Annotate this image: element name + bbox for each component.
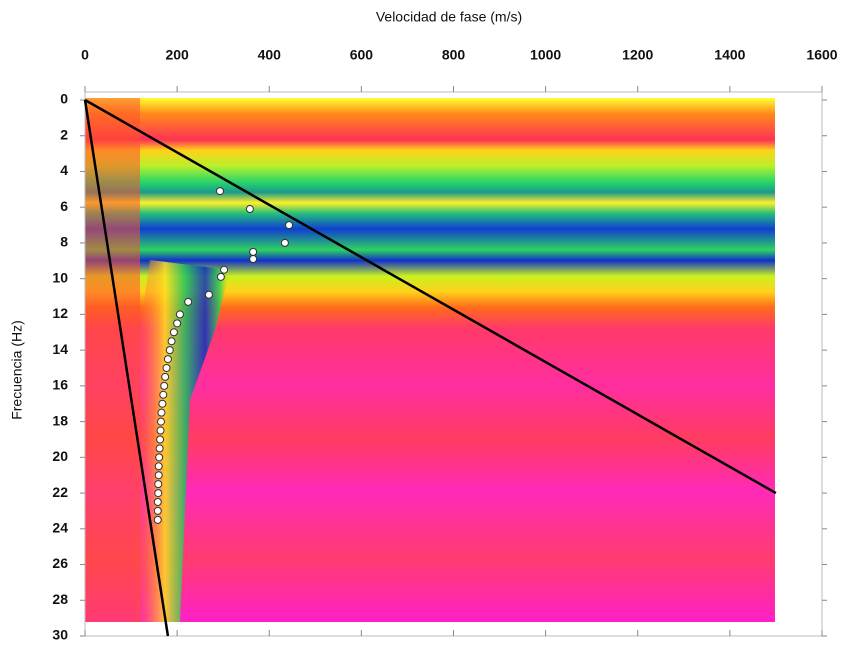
x-tick-label: 0 [81,47,89,63]
scatter-point [175,310,184,319]
x-tick-label: 1200 [622,47,653,63]
scatter-point [184,297,193,306]
scatter-point [154,489,163,498]
x-tick-label: 1000 [530,47,561,63]
scatter-point [156,426,165,435]
scatter-point [157,408,166,417]
scatter-point [249,247,258,256]
scatter-point [215,187,224,196]
y-tick-label: 18 [52,412,68,428]
scatter-point [157,417,166,426]
scatter-point [285,221,294,230]
scatter-point [154,462,163,471]
scatter-point [153,506,162,515]
scatter-point [204,290,213,299]
y-tick-label: 6 [60,198,68,214]
y-tick-label: 14 [52,341,68,357]
scatter-point [163,355,172,364]
heatmap-ridge [130,260,230,622]
x-tick-label: 800 [442,47,466,63]
scatter-point [245,204,254,213]
scatter-point [162,364,171,372]
y-tick-label: 20 [52,448,68,464]
scatter-point [160,381,169,390]
y-tick-label: 26 [52,555,68,571]
scatter-point [167,337,176,346]
scatter-point [220,265,229,274]
y-tick-label: 2 [60,126,68,142]
y-axis-title: Frecuencia (Hz) [9,320,25,420]
scatter-point [159,390,168,399]
y-tick-label: 22 [52,484,68,500]
x-axis-title: Velocidad de fase (m/s) [376,9,522,25]
x-tick-label: 1600 [806,47,837,63]
y-tick-label: 12 [52,305,68,321]
x-tick-label: 400 [258,47,282,63]
scatter-point [161,372,170,381]
scatter-point [153,498,162,506]
y-tick-label: 8 [60,234,68,250]
scatter-point [155,444,164,453]
line [84,98,777,495]
scatter-point [158,399,167,408]
scatter-point [173,319,182,328]
y-tick-label: 16 [52,377,68,393]
scatter-point [169,328,178,337]
scatter-point [153,515,162,524]
x-tick-label: 1400 [714,47,745,63]
scatter-point [249,255,258,264]
y-tick-label: 28 [52,591,68,607]
y-tick-label: 10 [52,269,68,285]
dispersion-image [85,98,775,622]
y-tick-label: 4 [60,162,68,178]
scatter-point [216,272,225,281]
x-tick-label: 600 [350,47,374,63]
scatter-point [280,238,289,247]
scatter-point [154,471,163,480]
scatter-point [165,346,174,355]
y-tick-label: 30 [52,627,68,643]
line [83,99,170,637]
heatmap-edge [85,98,140,622]
scatter-point [155,453,164,462]
scatter-point [156,435,165,444]
y-tick-label: 0 [60,91,68,107]
x-tick-label: 200 [165,47,189,63]
scatter-point [154,480,163,489]
y-tick-label: 24 [52,520,68,536]
